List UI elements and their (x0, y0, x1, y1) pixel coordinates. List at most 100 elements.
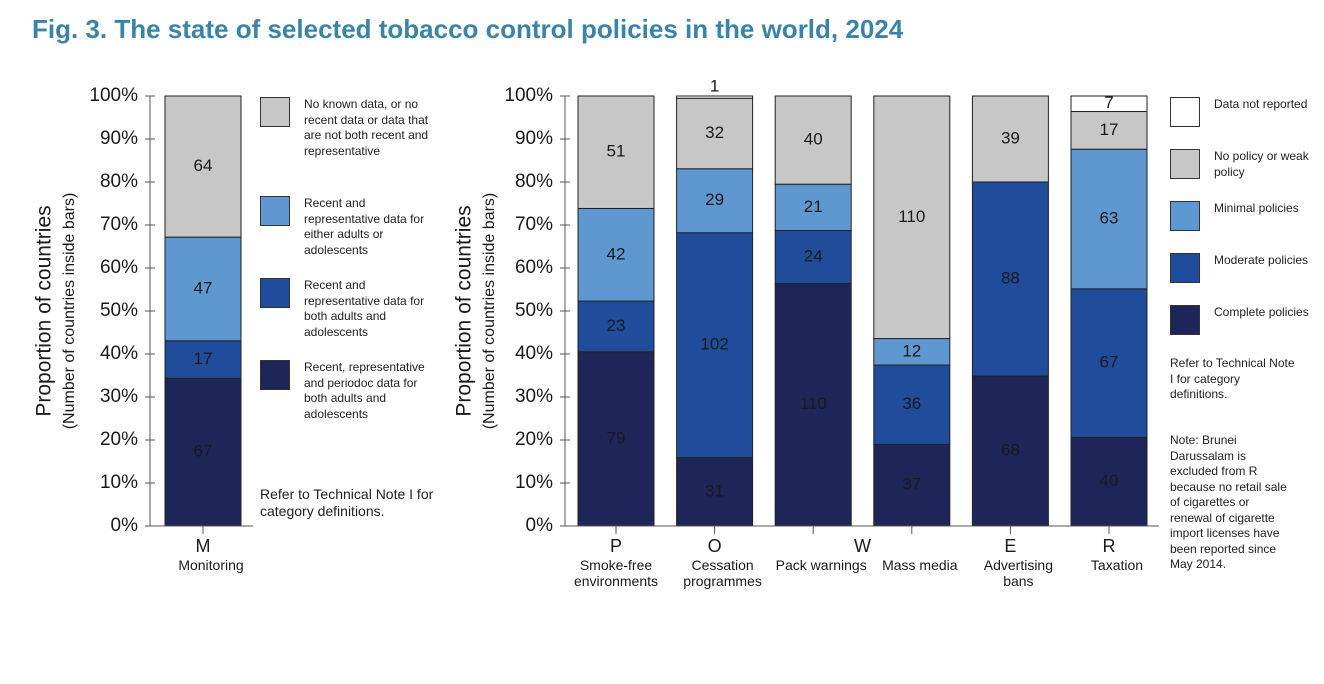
bar-segment (676, 168, 754, 234)
note: Note: Brunei Darussalam is excluded from… (1170, 433, 1287, 571)
bar-value-label: 68 (1001, 441, 1020, 460)
legend-item: Recent and representative data for both … (260, 278, 435, 340)
y-tick-label: 0% (526, 515, 554, 536)
category-label: E (1004, 536, 1016, 556)
legend-item: Minimal policies (1170, 201, 1310, 231)
legend-item: Complete policies (1170, 305, 1310, 335)
category-label: W (854, 536, 871, 556)
bar-value-label: 42 (607, 244, 626, 263)
bar-value-label: 21 (804, 197, 823, 216)
bar-value-label: 24 (804, 246, 823, 265)
bar-segment (577, 207, 655, 302)
y-axis-sublabel: (Number of countries inside bars) (61, 193, 78, 430)
y-tick-label: 90% (100, 128, 138, 149)
y-tick-label: 40% (100, 343, 138, 364)
bar-segment (164, 340, 242, 379)
y-tick-label: 10% (100, 472, 138, 493)
y-tick-label: 70% (515, 214, 553, 235)
legend-swatch (1170, 201, 1200, 231)
bar-segment (676, 97, 754, 170)
bar-segment (873, 443, 951, 527)
bar-value-label: 47 (194, 278, 213, 297)
y-tick-label: 30% (100, 386, 138, 407)
bar-segment (971, 375, 1049, 527)
bar-segment (1070, 148, 1148, 290)
category-label: O (708, 536, 722, 556)
note: Refer to Technical Note I for category d… (260, 486, 434, 519)
bar-value-label: 110 (800, 394, 827, 413)
legend-label: Complete policies (1214, 305, 1309, 319)
legend-item: Moderate policies (1170, 253, 1310, 283)
bar-value-label: 36 (902, 394, 921, 413)
y-tick-label: 50% (100, 300, 138, 321)
y-tick-label: 30% (515, 386, 553, 407)
y-tick-label: 40% (515, 343, 553, 364)
bar-value-label: 110 (898, 207, 925, 226)
bar-segment (971, 95, 1049, 183)
bar-value-label: 67 (1100, 353, 1119, 372)
legend-swatch (1170, 149, 1200, 179)
bar-value-label: 79 (607, 428, 626, 447)
bar-value-label: 40 (804, 130, 823, 149)
y-tick-label: 20% (515, 429, 553, 450)
category-name: Cessation programmes (683, 557, 762, 589)
y-tick-label: 80% (515, 171, 553, 192)
legend-item: Recent, representative and periodoc data… (260, 360, 435, 422)
bar-value-label: 40 (1100, 471, 1119, 490)
y-tick-label: 50% (515, 300, 553, 321)
bar-segment (676, 457, 754, 527)
bar-value-label: 67 (194, 442, 213, 461)
bar-segment (1070, 288, 1148, 438)
legend-label: Recent and representative data for both … (304, 278, 425, 339)
bar-segment (577, 351, 655, 527)
bar-segment (577, 300, 655, 353)
legend-item: No known data, or no recent data or data… (260, 97, 435, 159)
bar-value-label: 17 (1100, 120, 1119, 139)
bar-segment (164, 377, 242, 527)
category-label: R (1103, 536, 1116, 556)
bar-value-label: 29 (705, 190, 724, 209)
bar-segment (873, 95, 951, 340)
legend-swatch (260, 97, 290, 127)
category-name: Mass media (882, 557, 958, 573)
legend-item: Recent and representative data for eithe… (260, 196, 435, 258)
legend-label: Moderate policies (1214, 253, 1309, 267)
note: Refer to Technical Note I for category d… (1170, 356, 1295, 401)
category-name: Pack warnings (775, 557, 867, 573)
bar-value-label: 51 (607, 142, 626, 161)
legend-item: Data not reported (1170, 97, 1310, 127)
bar-segment (1070, 436, 1148, 527)
y-tick-label: 0% (111, 515, 139, 536)
y-axis-sublabel: (Number of countries inside bars) (481, 193, 498, 430)
y-axis-label: Proportion of countries (453, 205, 476, 416)
y-tick-label: 10% (515, 472, 553, 493)
category-name: Smoke-free environments (573, 557, 659, 589)
legend-swatch (260, 278, 290, 308)
legend-label: No known data, or no recent data or data… (304, 97, 429, 158)
bar-segment (577, 95, 655, 209)
bar-segment (164, 95, 242, 238)
y-tick-label: 90% (515, 128, 553, 149)
bar-segment (164, 236, 242, 342)
bar-segment (774, 282, 852, 527)
bar-segment (676, 95, 754, 99)
category-label: M (196, 536, 211, 556)
legend-swatch (1170, 305, 1200, 335)
bar-value-label: 39 (1001, 128, 1020, 147)
y-axis-label: Proportion of countries (33, 205, 56, 416)
legend-swatch (1170, 253, 1200, 283)
category-label: P (610, 536, 622, 556)
bar-value-label: 32 (705, 123, 724, 142)
bar-value-label: 64 (194, 156, 213, 175)
y-tick-label: 60% (100, 257, 138, 278)
bar-value-label: 37 (902, 475, 921, 494)
bar-value-label: 23 (607, 316, 626, 335)
legend-label: No policy or weak policy (1214, 149, 1309, 179)
bar-value-label: 63 (1100, 208, 1119, 227)
bar-value-label: 1 (710, 76, 719, 95)
bar-value-label: 12 (902, 341, 921, 360)
bar-segment (774, 95, 852, 185)
bar-segment (1070, 95, 1148, 113)
